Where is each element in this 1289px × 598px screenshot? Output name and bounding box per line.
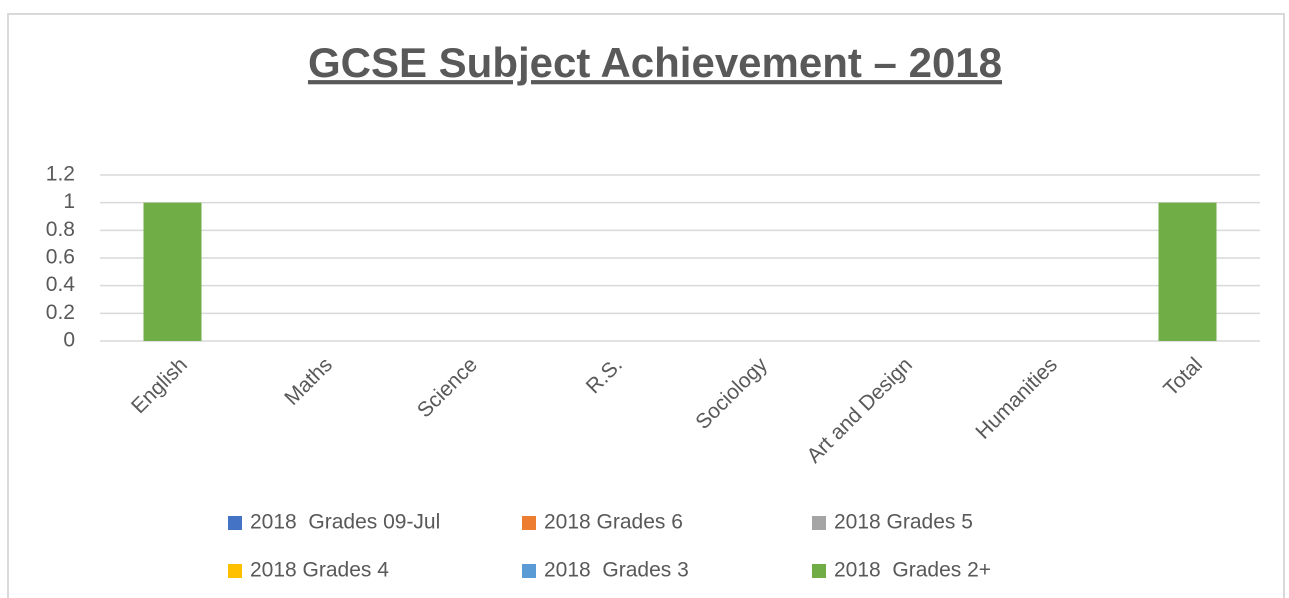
legend-label: 2018 Grades 2+ <box>834 559 991 582</box>
legend-label: 2018 Grades 4 <box>250 559 389 582</box>
y-tick-label: 1 <box>63 190 75 213</box>
legend-swatch <box>812 564 826 578</box>
legend-label: 2018 Grades 3 <box>544 559 689 582</box>
legend-swatch <box>522 516 536 530</box>
y-tick-label: 0.4 <box>46 273 76 296</box>
legend-swatch <box>228 564 242 578</box>
chart-title: GCSE Subject Achievement – 2018 <box>308 39 1002 86</box>
legend-label: 2018 Grades 5 <box>834 511 973 534</box>
y-tick-label: 1.2 <box>46 163 75 186</box>
y-tick-label: 0.2 <box>46 301 75 324</box>
bar <box>143 202 202 341</box>
legend-label: 2018 Grades 09-Jul <box>250 511 440 534</box>
y-tick-label: 0 <box>63 329 75 352</box>
legend-swatch <box>522 564 536 578</box>
y-tick-label: 0.6 <box>46 246 75 269</box>
legend-swatch <box>228 516 242 530</box>
bar <box>1158 202 1217 341</box>
legend-label: 2018 Grades 6 <box>544 511 683 534</box>
chart-border <box>7 13 1285 598</box>
y-tick-label: 0.8 <box>46 218 75 241</box>
legend-swatch <box>812 516 826 530</box>
